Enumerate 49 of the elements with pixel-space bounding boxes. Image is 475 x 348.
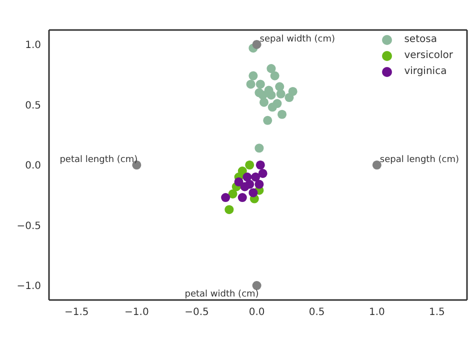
point: [258, 90, 268, 100]
point: [256, 80, 265, 89]
point: [224, 205, 234, 214]
point: [372, 160, 382, 170]
point: [248, 188, 258, 198]
point: [272, 99, 282, 108]
point: [266, 90, 276, 100]
point: [254, 144, 264, 153]
x-tick-label: −0.5: [184, 307, 209, 318]
annotation: petal width (cm): [184, 290, 259, 300]
point: [240, 182, 250, 192]
point: [252, 281, 262, 290]
y-tick-label: 0.5: [25, 100, 41, 112]
point: [263, 116, 272, 125]
x-tick-label: −1.0: [124, 307, 149, 318]
annotation: sepal length (cm): [380, 155, 460, 165]
y-tick-label: 0.0: [25, 160, 41, 172]
point: [275, 82, 284, 92]
point: [246, 80, 256, 89]
point: [221, 193, 230, 202]
x-tick-label: 0.5: [308, 307, 325, 318]
point: [228, 189, 238, 198]
y-tick-label: 1.0: [25, 40, 41, 52]
annotation: sepal width (cm): [260, 34, 336, 44]
point: [276, 89, 286, 98]
point: [278, 110, 287, 119]
legend-label: versicolor: [404, 49, 453, 63]
y-tick-label: −0.5: [16, 220, 41, 232]
point: [254, 180, 264, 189]
point: [245, 160, 254, 170]
point: [248, 71, 258, 80]
point: [252, 40, 262, 49]
point: [270, 71, 280, 80]
point: [266, 64, 276, 74]
legend-label: setosa: [404, 33, 437, 47]
point: [238, 193, 247, 202]
point: [256, 160, 265, 170]
x-tick-label: 1.5: [429, 307, 445, 318]
point: [234, 177, 244, 186]
annotation: petal length (cm): [60, 155, 138, 165]
point: [242, 172, 252, 182]
x-tick-label: −1.5: [64, 307, 89, 318]
legend-label: virginica: [404, 65, 447, 79]
point: [251, 172, 260, 182]
point: [284, 92, 294, 102]
point: [258, 168, 268, 178]
y-tick-label: −1.0: [16, 281, 41, 292]
x-tick-label: 1.0: [368, 307, 385, 318]
x-tick-label: 0.0: [248, 307, 265, 318]
